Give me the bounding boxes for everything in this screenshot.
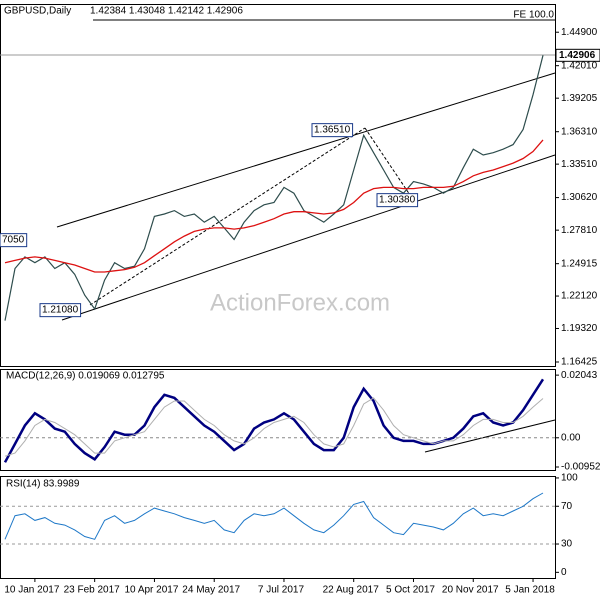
x-tick-label: 10 Apr 2017 [124,585,178,596]
annotation: 1.36510 [314,125,351,136]
x-tick-label: 5 Jan 2018 [505,585,555,596]
ohlc-label: 1.42384 1.43048 1.42142 1.42906 [90,6,243,17]
x-tick-label: 7 Jul 2017 [258,585,305,596]
x-tick-label: 24 May 2017 [182,585,240,596]
rsi-panel [0,476,556,579]
y-tick-label: 1.19320 [561,323,598,334]
y-tick-label: 1.16425 [561,357,598,368]
y-tick-label: -0.009524 [561,462,600,473]
marks [0,55,555,545]
annotation-box [376,193,419,208]
y-tick-label: 30 [561,539,573,550]
projection-line [89,127,366,306]
y-tick-label: 70 [561,501,573,512]
annotation: FE 100.0 [513,10,554,21]
macd-trend-line [424,419,556,453]
annotation-box [311,123,354,138]
series-line [3,378,545,463]
projection-line [364,127,411,196]
y-tick-label: 0.02043 [561,370,598,381]
macd-title: MACD(12,26,9) 0.019069 0.012795 [6,371,165,382]
y-tick-label: 1.39205 [561,93,598,104]
watermark: ActionForex.com [210,289,390,316]
annotation-box [0,233,28,248]
y-tick-label: 1.36310 [561,126,598,137]
y-tick-label: 1.24915 [561,258,598,269]
series-line [4,492,544,540]
y-tick-label: 1.27810 [561,225,598,236]
chart-title: GBPUSD,Daily [4,6,71,17]
series-line [4,55,544,321]
series-line [4,139,544,273]
price-label-box [555,48,600,62]
channel-upper [56,72,556,228]
y-tick-label: 1.22120 [561,291,598,302]
y-tick-label: 1.33510 [561,159,598,170]
annotation-box [39,303,82,318]
macd-panel [0,369,556,471]
x-tick-label: 10 Jan 2017 [4,585,59,596]
annotation: 7050 [2,235,25,246]
x-tick-label: 22 Aug 2017 [323,585,380,596]
x-tick-label: 20 Nov 2017 [442,585,499,596]
y-tick-label: 0 [561,567,567,578]
y-tick-label: 1.30620 [561,192,598,203]
y-tick-label: 100 [561,473,578,484]
y-tick-label: 0.00 [561,432,581,443]
price-label: 1.42906 [559,50,596,61]
channel-lower [61,154,556,321]
annotation: 1.30380 [379,195,416,206]
series-line [4,397,544,457]
y-tick-label: 1.44900 [561,27,598,38]
price-panel [0,4,556,367]
rsi-title: RSI(14) 83.9989 [6,479,80,490]
x-tick-label: 5 Oct 2017 [386,585,435,596]
x-tick-label: 23 Feb 2017 [64,585,121,596]
y-tick-label: 1.42010 [561,60,598,71]
annotation: 1.21080 [42,305,79,316]
